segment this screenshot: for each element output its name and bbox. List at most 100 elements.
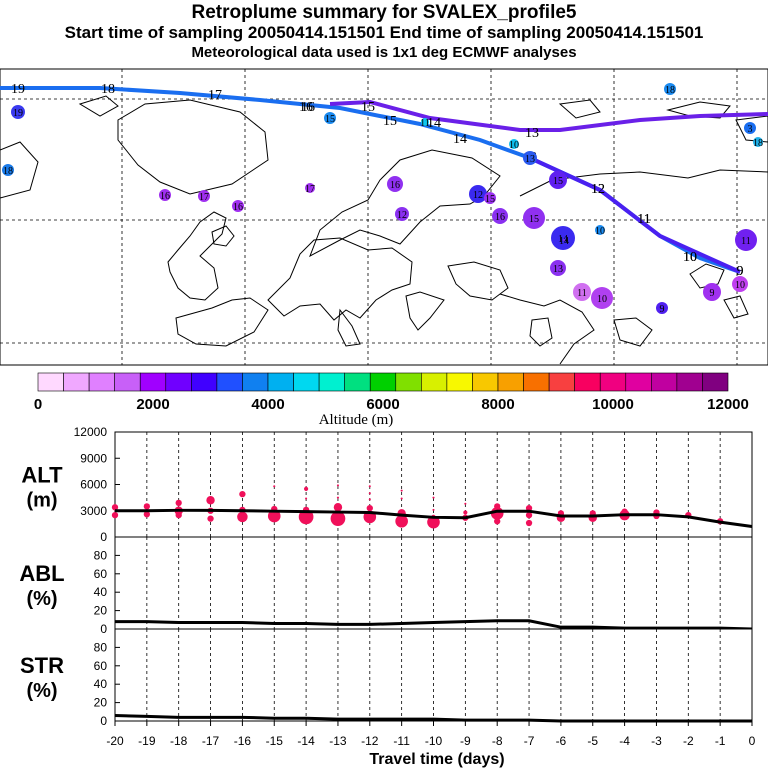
colorbar-cell [293,372,320,392]
abl-panel-unit: (%) [26,588,57,610]
map-cluster-circle [159,189,171,201]
alt-cluster-point [330,511,346,526]
alt-cluster-point [464,502,467,505]
map-cluster-label: 11 [741,236,751,247]
map-cluster-label: 16 [390,180,400,191]
alt-cluster-point [304,486,309,491]
trajectory-day-label: 17 [208,88,222,103]
map-cluster-label: 14 [558,234,568,245]
str-series-line [114,713,752,723]
colorbar-cell [651,372,678,392]
alt-cluster-point [143,511,151,518]
colorbar-cell [702,372,729,392]
colorbar-cell [599,372,627,392]
colorbar-cell [421,372,448,392]
colorbar-cell [472,372,499,392]
alt-cluster-point [267,509,281,523]
x-tick-label: -16 [234,734,252,748]
trajectory-2-line [329,99,768,132]
map-cluster-circle [591,287,613,309]
alt-cluster-point [494,518,501,525]
colorbar-cell [216,372,243,392]
x-tick-label: -6 [556,734,567,748]
map-cluster-circle [563,239,565,241]
map-cluster-circle [387,176,403,192]
map-cluster-label: 18 [753,138,763,149]
x-tick-label: -17 [202,734,220,748]
x-tick-label: -8 [492,734,503,748]
map-cluster-circle [735,229,757,251]
map-cluster-circle [232,200,244,212]
x-tick-label: -20 [106,734,124,748]
alt-cluster-point [525,519,533,527]
x-tick-label: -10 [425,734,443,748]
map-cluster-label: 9 [660,304,665,315]
alt-cluster-point [111,511,119,519]
meteo-data-note: Meteorological data used is 1x1 deg ECMW… [191,44,577,61]
map-cluster-label: 12 [473,190,483,201]
colorbar-cell [523,372,550,392]
alt-cluster-point [368,485,371,488]
alt-cluster-point [237,511,248,523]
colorbar-cell [548,372,575,392]
trajectory-day-label: 11 [637,212,650,227]
trajectory-day-label: 16 [299,100,313,115]
alt-cluster-point [175,511,182,519]
abl-y-tick-label: 60 [94,567,108,581]
map-cluster-label: 13 [525,154,535,165]
alt-cluster-point [336,484,340,487]
x-tick-label: -19 [138,734,156,748]
abl-panel-name: ABL [19,561,64,586]
map-cluster-label: 15 [553,176,563,187]
map-cluster-circle [744,122,756,134]
alt-cluster-point [400,489,403,492]
colorbar-tick-label: 8000 [481,396,514,413]
x-tick-label: -13 [329,734,347,748]
alt-y-tick-label: 9000 [80,451,107,465]
map-cluster-label: 18 [3,166,13,177]
colorbar-cell [267,372,294,392]
map-cluster-circle [2,164,14,176]
str-y-tick-label: 40 [94,677,108,691]
trajectory-day-label: 19 [11,82,25,97]
trajectory-day-label: 14 [427,116,441,131]
colorbar-cell [242,372,269,392]
map-cluster-label: 10 [597,294,607,305]
x-tick-label: -9 [460,734,471,748]
map-cluster-circle [656,302,668,314]
alt-cluster-point [333,503,343,512]
x-tick-label: -7 [524,734,535,748]
str-frame [114,628,753,722]
colorbar-cell [88,372,115,392]
x-tick-label: 0 [749,734,756,748]
alt-cluster-point [395,514,408,528]
abl-y-tick-label: 0 [100,622,107,636]
alt-cluster-point [463,510,468,515]
coastlines [0,95,768,365]
map-cluster-circle [324,112,336,124]
map-cluster-circle [395,207,409,221]
alt-y-tick-label: 6000 [80,478,107,492]
alt-cluster-point [368,498,371,501]
alt-cluster-point [525,511,533,519]
str-panel-name: STR [20,653,64,678]
alt-panel-name: ALT [21,463,63,488]
x-tick-label: -3 [651,734,662,748]
map-cluster-label: 12 [397,210,407,221]
str-y-tick-label: 60 [94,659,108,673]
alt-cluster-point [305,497,308,500]
alt-series-line [115,508,753,528]
colorbar-tick-label: 12000 [707,396,749,413]
colorbar-cell [37,372,64,392]
alt-cluster-point [336,496,340,499]
trajectory-day-label: 10 [683,250,697,265]
colorbar-cell [497,372,524,392]
colorbar-tick-label: 4000 [251,396,284,413]
colorbar-cell [574,372,601,392]
sampling-times: Start time of sampling 20050414.151501 E… [64,23,704,42]
map-cluster-label: 13 [553,264,563,275]
trajectory-day-label: 10 [683,250,697,265]
colorbar-cell [369,372,397,392]
x-tick-label: -5 [587,734,598,748]
alt-y-tick-label: 3000 [80,504,107,518]
